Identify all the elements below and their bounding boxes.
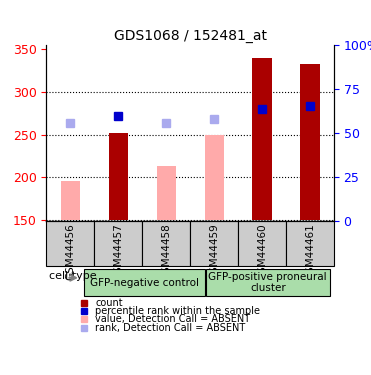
Text: GFP-negative control: GFP-negative control — [90, 278, 198, 288]
FancyBboxPatch shape — [286, 222, 334, 266]
Text: cell type: cell type — [49, 271, 97, 281]
Bar — [61, 180, 80, 220]
Title: GDS1068 / 152481_at: GDS1068 / 152481_at — [114, 28, 267, 43]
Text: GSM44461: GSM44461 — [305, 224, 315, 280]
Text: count: count — [95, 298, 123, 308]
FancyBboxPatch shape — [94, 222, 142, 266]
FancyBboxPatch shape — [46, 222, 94, 266]
Bar — [157, 166, 176, 220]
Text: GSM44459: GSM44459 — [209, 224, 219, 280]
Text: value, Detection Call = ABSENT: value, Detection Call = ABSENT — [95, 314, 250, 324]
FancyBboxPatch shape — [84, 269, 204, 296]
Text: GFP-positive proneural
cluster: GFP-positive proneural cluster — [209, 272, 327, 293]
Text: GSM44457: GSM44457 — [113, 224, 123, 280]
Text: percentile rank within the sample: percentile rank within the sample — [95, 306, 260, 316]
Bar — [109, 133, 128, 220]
Bar — [301, 64, 319, 220]
Text: GSM44458: GSM44458 — [161, 224, 171, 280]
Text: GSM44456: GSM44456 — [65, 224, 75, 280]
FancyBboxPatch shape — [190, 222, 238, 266]
Bar — [252, 58, 272, 220]
Text: GSM44460: GSM44460 — [257, 224, 267, 280]
FancyBboxPatch shape — [142, 222, 190, 266]
FancyBboxPatch shape — [238, 222, 286, 266]
FancyBboxPatch shape — [206, 269, 329, 296]
Text: rank, Detection Call = ABSENT: rank, Detection Call = ABSENT — [95, 322, 246, 333]
Bar — [204, 135, 224, 220]
